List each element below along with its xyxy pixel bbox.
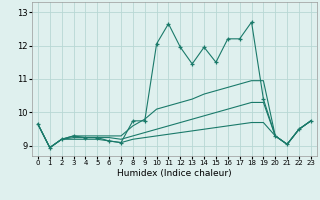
X-axis label: Humidex (Indice chaleur): Humidex (Indice chaleur)	[117, 169, 232, 178]
